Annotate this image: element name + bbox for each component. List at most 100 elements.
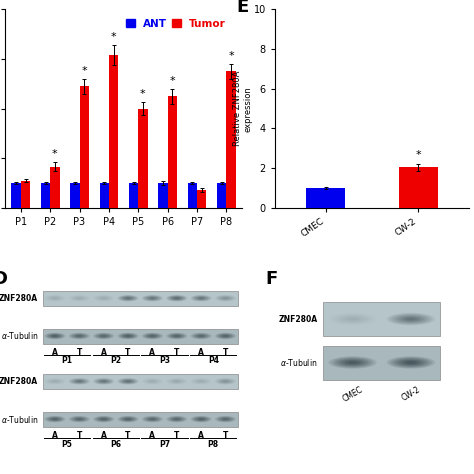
Text: *: * <box>52 149 58 159</box>
Ellipse shape <box>52 418 58 420</box>
Text: ZNF280A: ZNF280A <box>0 377 38 386</box>
Ellipse shape <box>172 418 182 420</box>
Ellipse shape <box>342 360 363 365</box>
Ellipse shape <box>125 335 131 337</box>
Ellipse shape <box>395 315 427 323</box>
Ellipse shape <box>193 296 210 301</box>
Ellipse shape <box>143 416 162 422</box>
Text: A: A <box>198 348 204 357</box>
Ellipse shape <box>223 335 228 337</box>
Ellipse shape <box>191 295 210 301</box>
Ellipse shape <box>48 334 62 338</box>
Ellipse shape <box>199 298 203 299</box>
Ellipse shape <box>191 416 212 422</box>
Ellipse shape <box>94 333 113 339</box>
Ellipse shape <box>72 417 86 421</box>
Ellipse shape <box>401 360 421 365</box>
Text: D: D <box>0 270 8 288</box>
Text: A: A <box>101 348 107 357</box>
Ellipse shape <box>345 361 360 365</box>
Bar <box>188 183 197 208</box>
Ellipse shape <box>144 334 161 338</box>
Ellipse shape <box>99 380 108 383</box>
Ellipse shape <box>215 333 236 339</box>
Ellipse shape <box>95 417 112 422</box>
Ellipse shape <box>215 416 236 422</box>
Ellipse shape <box>222 418 229 420</box>
Ellipse shape <box>48 417 62 421</box>
Ellipse shape <box>101 419 106 420</box>
Text: T: T <box>77 348 82 357</box>
Ellipse shape <box>69 378 90 384</box>
Ellipse shape <box>387 313 435 325</box>
Ellipse shape <box>144 417 161 422</box>
Text: *: * <box>170 76 175 86</box>
Ellipse shape <box>98 334 109 338</box>
Ellipse shape <box>166 416 187 422</box>
Ellipse shape <box>390 357 432 368</box>
Ellipse shape <box>197 297 206 300</box>
Ellipse shape <box>337 358 368 366</box>
Ellipse shape <box>70 416 89 422</box>
Ellipse shape <box>121 296 135 301</box>
Ellipse shape <box>46 333 64 339</box>
Ellipse shape <box>174 298 179 299</box>
Ellipse shape <box>94 378 113 384</box>
Text: ZNF280A: ZNF280A <box>0 294 38 303</box>
Ellipse shape <box>123 380 133 383</box>
Ellipse shape <box>172 335 182 337</box>
Ellipse shape <box>148 297 157 300</box>
Ellipse shape <box>44 333 66 339</box>
Ellipse shape <box>142 416 163 422</box>
Ellipse shape <box>148 335 157 337</box>
Ellipse shape <box>194 334 208 338</box>
Ellipse shape <box>150 335 155 337</box>
Ellipse shape <box>72 334 86 338</box>
Ellipse shape <box>223 381 228 382</box>
Ellipse shape <box>149 335 156 337</box>
Ellipse shape <box>199 335 203 337</box>
Ellipse shape <box>173 297 180 299</box>
Ellipse shape <box>331 357 374 368</box>
Ellipse shape <box>339 359 365 366</box>
Ellipse shape <box>53 335 57 337</box>
Ellipse shape <box>219 334 233 338</box>
Text: $\alpha$-Tubulin: $\alpha$-Tubulin <box>0 414 38 425</box>
Ellipse shape <box>77 381 82 382</box>
Ellipse shape <box>118 416 137 422</box>
Ellipse shape <box>198 418 204 420</box>
Bar <box>306 188 345 208</box>
Ellipse shape <box>75 418 84 420</box>
Ellipse shape <box>168 417 185 422</box>
Ellipse shape <box>146 417 158 421</box>
Ellipse shape <box>170 417 184 421</box>
Text: P6: P6 <box>110 439 121 448</box>
Ellipse shape <box>166 295 187 301</box>
Ellipse shape <box>72 379 86 383</box>
Ellipse shape <box>97 417 111 421</box>
Text: P8: P8 <box>208 439 219 448</box>
Text: T: T <box>125 348 131 357</box>
Bar <box>138 109 147 208</box>
Text: CMEC: CMEC <box>341 385 365 404</box>
Bar <box>323 346 440 380</box>
Ellipse shape <box>71 417 88 422</box>
Ellipse shape <box>403 317 419 321</box>
Ellipse shape <box>191 333 210 339</box>
Bar <box>197 190 206 208</box>
Ellipse shape <box>53 419 57 420</box>
Ellipse shape <box>75 380 84 383</box>
Ellipse shape <box>193 417 210 422</box>
Bar <box>11 183 21 208</box>
Ellipse shape <box>73 380 85 383</box>
Ellipse shape <box>146 334 158 338</box>
Text: ZNF280A: ZNF280A <box>278 315 318 324</box>
Ellipse shape <box>93 333 114 339</box>
Bar <box>43 291 237 306</box>
Ellipse shape <box>198 335 204 337</box>
Text: T: T <box>77 431 82 440</box>
Ellipse shape <box>126 298 130 299</box>
Ellipse shape <box>150 419 155 420</box>
Ellipse shape <box>171 417 182 421</box>
Ellipse shape <box>219 334 231 338</box>
